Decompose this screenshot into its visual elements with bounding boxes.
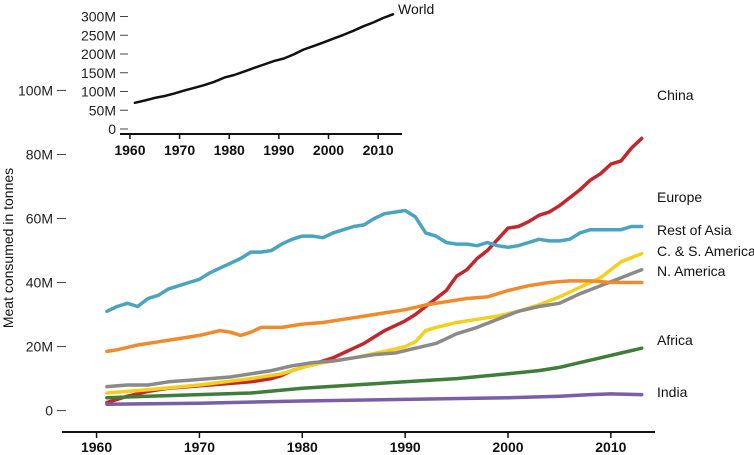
inset-y-tick-label: 0: [108, 121, 116, 137]
main-y-axis: 0 20M 40M 60M 80M 100M: [18, 82, 66, 419]
inset-y-tick-label: 150M: [81, 65, 116, 81]
inset-y-axis: 0 50M 100M 150M 200M 250M 300M: [81, 9, 128, 137]
main-y-tick-label: 80M: [26, 146, 53, 162]
main-x-tick-label: 2000: [492, 439, 523, 455]
main-x-tick-label: 1970: [184, 439, 215, 455]
inset-x-tick-label: 2000: [313, 142, 344, 158]
inset-y-tick-label: 200M: [81, 46, 116, 62]
inset-series-lines: [133, 13, 395, 105]
inset-y-tick-label: 50M: [89, 102, 116, 118]
main-y-tick-label: 40M: [26, 275, 53, 291]
series-label-c-s-america: C. & S. America: [657, 243, 754, 259]
series-label-world: World: [398, 1, 434, 17]
series-line-n-america: [105, 279, 644, 354]
inset-x-tick-label: 1990: [263, 142, 294, 158]
inset-x-tick-label: 1960: [114, 142, 145, 158]
main-x-tick-label: 1960: [81, 439, 112, 455]
inset-series-labels: World: [398, 1, 434, 17]
main-chart: 1960 1970 1980 1990 2000 2010 0 20M 40M 60M 80M 10…: [0, 82, 754, 455]
inset-x-tick-label: 1970: [164, 142, 195, 158]
series-label-n-america: N. America: [657, 263, 726, 279]
inset-y-tick-label: 300M: [81, 9, 116, 25]
series-label-india: India: [657, 384, 688, 400]
main-y-tick-label: 0: [45, 403, 53, 419]
series-line-china: [105, 136, 644, 405]
inset-y-tick-label: 100M: [81, 84, 116, 100]
main-x-axis: 1960 1970 1980 1990 2000 2010: [62, 431, 655, 455]
series-line-india: [105, 392, 644, 406]
inset-chart: 1960 1970 1980 1990 2000 2010 0 50M 100M 150M 200…: [81, 0, 434, 158]
inset-x-tick-label: 1980: [214, 142, 245, 158]
series-line-europe: [105, 208, 644, 314]
main-y-axis-label: Meat consumed in tonnes: [0, 168, 16, 328]
main-series-lines: [105, 136, 644, 406]
series-line-rest-of-asia: [105, 251, 644, 395]
inset-y-tick-label: 250M: [81, 27, 116, 43]
main-series-labels: China Europe Rest of Asia C. & S. America N.…: [657, 87, 754, 400]
main-y-tick-label: 20M: [26, 339, 53, 355]
series-label-europe: Europe: [657, 189, 702, 205]
inset-x-axis: 1960 1970 1980 1990 2000 2010: [114, 133, 402, 158]
series-line-c-s-america: [105, 267, 644, 389]
series-label-rest-of-asia: Rest of Asia: [657, 222, 732, 238]
series-label-africa: Africa: [657, 332, 693, 348]
main-y-tick-label: 100M: [18, 82, 53, 98]
series-line-world: [133, 13, 395, 105]
main-x-tick-label: 1980: [287, 439, 318, 455]
main-x-tick-label: 2010: [595, 439, 626, 455]
inset-x-tick-label: 2010: [363, 142, 394, 158]
series-label-china: China: [657, 87, 694, 103]
main-x-tick-label: 1990: [390, 439, 421, 455]
series-line-africa: [105, 346, 644, 400]
main-y-tick-label: 60M: [26, 210, 53, 226]
